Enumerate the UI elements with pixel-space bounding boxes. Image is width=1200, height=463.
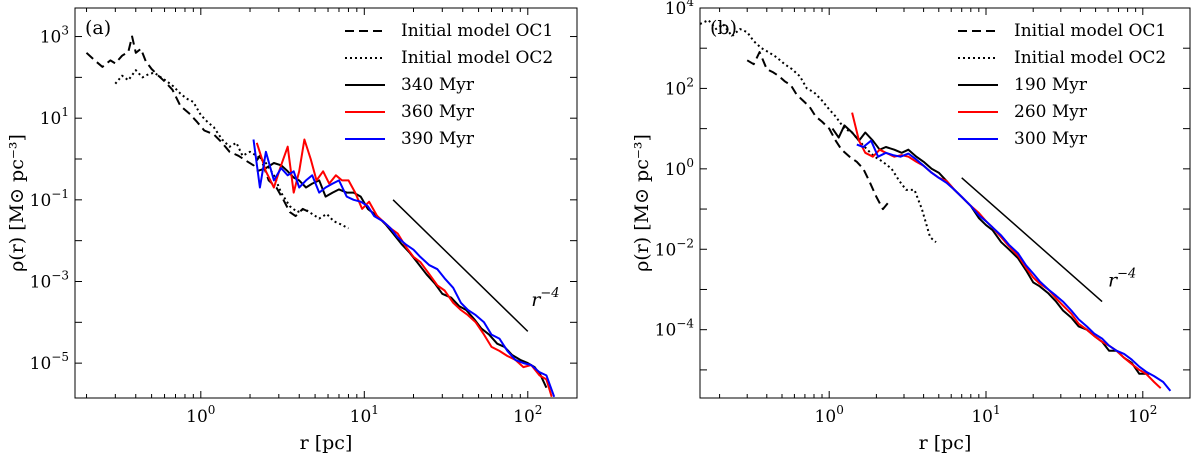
series-line	[700, 19, 937, 243]
series-line	[746, 51, 890, 211]
reference-line-exponent: −4	[1117, 266, 1136, 281]
legend-label: 390 Myr	[401, 129, 475, 149]
plot-frame	[74, 7, 578, 399]
legend-label: Initial model OC1	[401, 21, 553, 41]
x-axis-label: r [pc]	[919, 432, 972, 454]
series-line	[85, 35, 310, 218]
reference-line-exponent: −4	[540, 286, 559, 301]
y-tick-label: 10−2	[655, 236, 694, 260]
x-tick-label: 101	[350, 403, 379, 427]
y-tick-label: 104	[665, 0, 695, 19]
y-tick-label: 101	[40, 105, 69, 129]
y-tick-label: 103	[40, 24, 69, 48]
x-axis-label: r [pc]	[300, 432, 353, 454]
y-tick-exponent: 2	[686, 75, 694, 89]
series-group	[85, 35, 556, 398]
series-line	[851, 112, 1162, 389]
legend-label: 190 Myr	[1014, 75, 1088, 95]
legend-label: 360 Myr	[401, 102, 475, 122]
plot-frame	[699, 7, 1191, 399]
y-tick-exponent: 3	[61, 24, 69, 38]
x-tick-exponent: 0	[836, 403, 844, 417]
y-tick-label: 100	[665, 156, 694, 180]
y-tick-exponent: −1	[51, 187, 69, 201]
panel-label: (a)	[85, 17, 111, 39]
reference-line-label: r−4	[1108, 266, 1136, 291]
y-tick-exponent: −5	[51, 350, 69, 364]
legend-label: Initial model OC2	[401, 48, 553, 68]
y-tick-label: 10−1	[30, 187, 69, 211]
x-tick-exponent: 1	[371, 403, 379, 417]
series-line	[255, 138, 553, 398]
x-tick-exponent: 2	[1150, 403, 1158, 417]
series-line	[114, 69, 349, 230]
y-axis-label: ρ(r) [M⊙ pc⁻³]	[6, 134, 28, 272]
series-line	[831, 124, 1150, 375]
reference-power-law-line	[961, 177, 1103, 303]
x-tick-exponent: 1	[993, 403, 1001, 417]
y-tick-exponent: 1	[61, 105, 69, 119]
y-axis-label: ρ(r) [M⊙ pc⁻³]	[631, 134, 653, 272]
x-tick-label: 100	[186, 403, 215, 427]
y-tick-label: 10−5	[30, 350, 69, 374]
y-tick-exponent: 0	[686, 156, 694, 170]
x-tick-label: 102	[513, 403, 542, 427]
y-tick-exponent: −4	[676, 317, 694, 331]
y-tick-label: 102	[665, 75, 694, 99]
y-tick-exponent: −3	[51, 268, 69, 282]
series-line	[252, 139, 556, 398]
legend-label: 300 Myr	[1014, 129, 1088, 149]
legend-label: Initial model OC1	[1014, 21, 1166, 41]
x-tick-label: 101	[971, 403, 1000, 427]
series-line	[856, 139, 1172, 392]
x-tick-exponent: 2	[535, 403, 543, 417]
reference-line-label: r−4	[531, 286, 559, 311]
series-group	[700, 19, 1172, 392]
reference-power-law-line	[392, 199, 529, 332]
y-tick-exponent: −2	[676, 236, 694, 250]
legend-label: 260 Myr	[1014, 102, 1088, 122]
y-tick-exponent: 4	[686, 0, 694, 9]
legend-label: Initial model OC2	[1014, 48, 1166, 68]
x-tick-exponent: 0	[208, 403, 216, 417]
y-tick-label: 10−3	[30, 268, 69, 292]
legend-label: 340 Myr	[401, 75, 475, 95]
x-tick-label: 100	[815, 403, 844, 427]
x-tick-label: 102	[1128, 403, 1157, 427]
y-tick-label: 10−4	[655, 317, 695, 341]
